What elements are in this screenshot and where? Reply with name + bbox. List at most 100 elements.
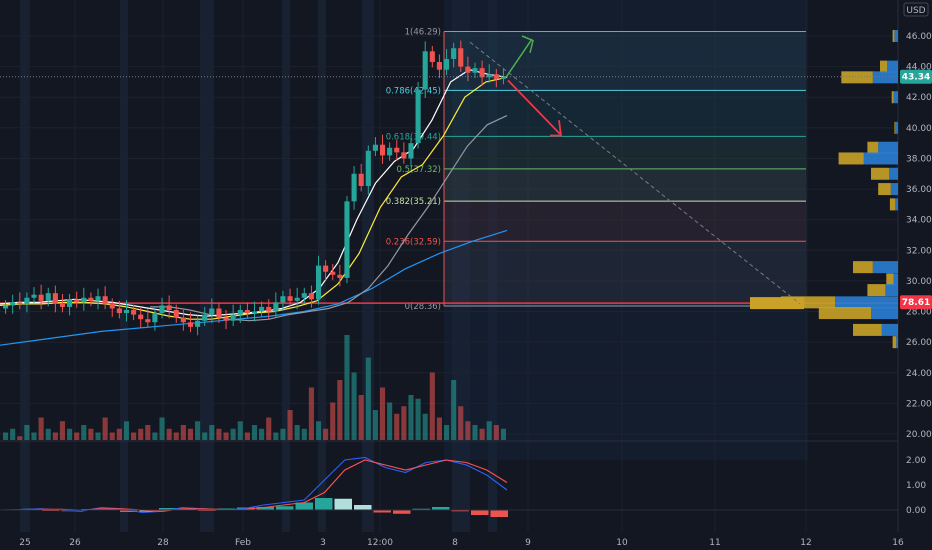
volume-bar-27 (195, 421, 201, 440)
macd-hist-21 (412, 508, 430, 510)
currency-badge-frame (903, 2, 929, 17)
macd-hist-24 (471, 510, 489, 515)
time-tick-5: 12:00 (367, 538, 393, 548)
volume-bar-18 (131, 432, 137, 440)
vp-down-12 (867, 284, 886, 297)
candle-body-11 (81, 297, 87, 303)
price-axis[interactable]: 46.00 44.00 42.00 40.00 38.00 36.00 34.00 32.00… (906, 32, 932, 516)
vp-down-15 (853, 323, 882, 336)
price-tick-11: 24.00 (906, 369, 932, 379)
candle-body-1 (10, 302, 16, 306)
candle-body-47 (337, 274, 343, 278)
candle-body-36 (259, 306, 265, 312)
fibonacci-levels: 1(46.29) 0.786(42.45) 0.618(39.44) 0.5(37.3… (0, 28, 898, 312)
candle-body-12 (88, 297, 94, 301)
volume-bar-54 (387, 402, 393, 440)
volume-bar-9 (67, 428, 73, 440)
fib-label-0.5: 0.5(37.32) (397, 165, 441, 175)
candle-body-0 (3, 305, 9, 309)
candlesticks (3, 40, 506, 336)
time-tick-3: Feb (235, 538, 251, 548)
candle-body-69 (493, 74, 499, 79)
vp-down-16 (892, 336, 897, 349)
volume-bar-49 (351, 372, 357, 440)
candle-body-24 (173, 310, 179, 318)
candle-body-9 (67, 299, 73, 307)
vp-up-9 (895, 198, 898, 211)
candle-body-13 (95, 296, 101, 301)
candle-body-25 (180, 317, 186, 323)
volume-bar-3 (24, 425, 30, 440)
volume-bar-15 (109, 432, 115, 440)
volume-bar-22 (159, 417, 165, 440)
vp-down-2 (841, 71, 873, 84)
fib-zone-5 (444, 241, 806, 307)
candle-body-38 (273, 302, 279, 312)
candle-body-7 (52, 293, 58, 304)
volume-bar-19 (138, 428, 144, 440)
trend-drawings[interactable] (0, 35, 898, 305)
macd-hist-20 (393, 510, 411, 514)
volume-bar-41 (294, 425, 300, 440)
volume-bar-29 (209, 425, 215, 440)
volume-bar-68 (486, 421, 492, 440)
candle-body-4 (31, 294, 37, 298)
volume-bar-66 (472, 425, 478, 440)
macd-hist-18 (354, 505, 372, 510)
vp-down-8 (878, 183, 891, 196)
volume-bar-50 (358, 395, 364, 440)
volume-bar-1 (10, 428, 16, 440)
volume-bar-7 (52, 432, 58, 440)
macd-tick-2: 0.00 (906, 506, 926, 516)
price-tick-7: 32.00 (906, 246, 932, 256)
candle-body-57 (408, 143, 414, 159)
volume-bars (3, 335, 506, 440)
macd-hist-19 (373, 510, 391, 513)
candle-body-42 (301, 293, 307, 298)
currency-badge[interactable]: USD (903, 2, 929, 17)
volume-bar-51 (365, 357, 371, 440)
time-tick-10: 12 (800, 538, 811, 548)
volume-bar-24 (173, 432, 179, 440)
fib-zone-2 (444, 136, 806, 169)
candle-body-23 (166, 305, 172, 311)
price-tag-bg-0 (900, 69, 932, 84)
vp-up-8 (890, 183, 898, 196)
volume-bar-10 (74, 432, 80, 440)
volume-bar-32 (230, 428, 236, 440)
candle-body-61 (436, 62, 442, 70)
candle-body-67 (479, 68, 485, 78)
bullish-arrow-shaft (505, 38, 533, 78)
vp-down-5 (867, 141, 879, 154)
candle-body-33 (237, 310, 243, 315)
volume-bar-30 (216, 428, 222, 440)
volume-bar-23 (166, 428, 172, 440)
macd-hist-22 (432, 507, 450, 510)
candle-body-54 (387, 147, 393, 156)
macd-pane (0, 456, 898, 517)
volume-bar-67 (479, 428, 485, 440)
bearish-arrow-head (550, 120, 563, 137)
candle-body-41 (294, 297, 300, 301)
time-axis[interactable]: 25 26 28 Feb 3 12:00 8 9 10 11 12 16 (19, 538, 904, 548)
ema-long-line (0, 229, 508, 346)
volume-bar-4 (31, 432, 37, 440)
volume-bar-59 (422, 413, 428, 440)
volume-bar-40 (287, 410, 293, 440)
vp-down-14 (818, 307, 871, 320)
macd-hist-15 (295, 502, 313, 510)
macd-tick-1: 1.00 (906, 481, 926, 491)
vp-down-11 (886, 273, 894, 286)
candle-body-51 (365, 150, 371, 187)
macd-hist-25 (490, 510, 508, 517)
volume-bar-31 (223, 432, 229, 440)
volume-bar-14 (102, 417, 108, 440)
volume-bar-55 (394, 413, 400, 440)
vp-down-3 (891, 91, 894, 104)
fib-zone-3 (444, 168, 806, 202)
candle-body-35 (251, 311, 258, 314)
vp-support-block (750, 297, 804, 310)
volume-bar-34 (244, 432, 250, 440)
candle-body-5 (38, 294, 44, 301)
